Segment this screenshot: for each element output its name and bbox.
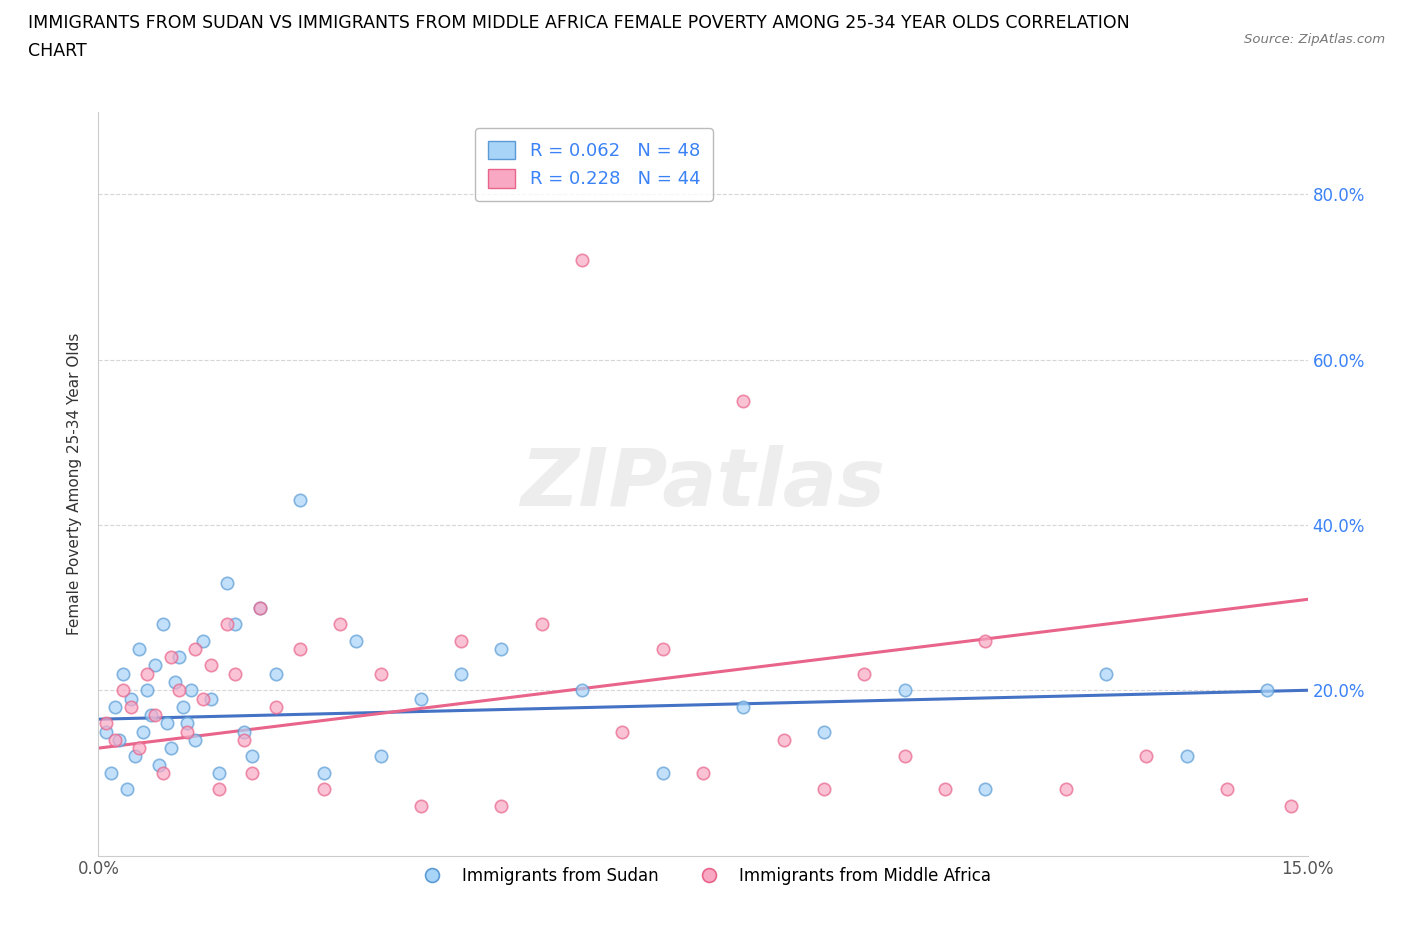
Point	[1281, 799, 1303, 814]
Point	[240, 749, 263, 764]
Point	[120, 699, 142, 714]
Point	[612, 724, 634, 739]
Point	[893, 683, 915, 698]
Point	[853, 666, 876, 681]
Point	[571, 253, 593, 268]
Point	[184, 642, 207, 657]
Point	[107, 733, 129, 748]
Point	[772, 733, 794, 748]
Point	[143, 658, 166, 673]
Point	[813, 724, 835, 739]
Y-axis label: Female Poverty Among 25-34 Year Olds: Female Poverty Among 25-34 Year Olds	[67, 332, 83, 635]
Point	[111, 666, 134, 681]
Point	[1216, 782, 1239, 797]
Point	[1054, 782, 1077, 797]
Point	[249, 600, 271, 615]
Point	[491, 799, 513, 814]
Point	[208, 765, 231, 780]
Point	[124, 749, 146, 764]
Point	[160, 740, 183, 755]
Point	[651, 765, 673, 780]
Point	[1175, 749, 1198, 764]
Point	[193, 633, 215, 648]
Point	[344, 633, 367, 648]
Point	[370, 666, 392, 681]
Point	[232, 733, 254, 748]
Point	[135, 683, 157, 698]
Point	[224, 617, 246, 631]
Point	[160, 650, 183, 665]
Point	[232, 724, 254, 739]
Point	[264, 666, 287, 681]
Point	[733, 393, 755, 408]
Point	[450, 633, 472, 648]
Point	[934, 782, 956, 797]
Point	[224, 666, 246, 681]
Point	[103, 733, 125, 748]
Point	[217, 576, 239, 591]
Point	[329, 617, 352, 631]
Text: Source: ZipAtlas.com: Source: ZipAtlas.com	[1244, 33, 1385, 46]
Point	[288, 642, 311, 657]
Point	[974, 782, 997, 797]
Legend: Immigrants from Sudan, Immigrants from Middle Africa: Immigrants from Sudan, Immigrants from M…	[409, 860, 997, 892]
Point	[409, 691, 432, 706]
Point	[733, 699, 755, 714]
Point	[163, 674, 186, 689]
Point	[249, 600, 271, 615]
Point	[180, 683, 202, 698]
Point	[651, 642, 673, 657]
Point	[103, 699, 125, 714]
Text: CHART: CHART	[28, 42, 87, 60]
Point	[172, 699, 194, 714]
Point	[167, 683, 190, 698]
Point	[409, 799, 432, 814]
Point	[111, 683, 134, 698]
Point	[128, 740, 150, 755]
Point	[893, 749, 915, 764]
Text: IMMIGRANTS FROM SUDAN VS IMMIGRANTS FROM MIDDLE AFRICA FEMALE POVERTY AMONG 25-3: IMMIGRANTS FROM SUDAN VS IMMIGRANTS FROM…	[28, 14, 1130, 32]
Point	[1095, 666, 1118, 681]
Point	[184, 733, 207, 748]
Point	[152, 765, 174, 780]
Point	[132, 724, 155, 739]
Point	[1256, 683, 1278, 698]
Point	[128, 642, 150, 657]
Point	[288, 493, 311, 508]
Point	[450, 666, 472, 681]
Point	[156, 716, 179, 731]
Point	[115, 782, 138, 797]
Point	[167, 650, 190, 665]
Point	[100, 765, 122, 780]
Point	[208, 782, 231, 797]
Point	[152, 617, 174, 631]
Point	[143, 708, 166, 723]
Point	[813, 782, 835, 797]
Point	[571, 683, 593, 698]
Point	[200, 691, 222, 706]
Point	[193, 691, 215, 706]
Point	[240, 765, 263, 780]
Point	[264, 699, 287, 714]
Point	[148, 757, 170, 772]
Point	[692, 765, 714, 780]
Point	[530, 617, 553, 631]
Point	[176, 724, 198, 739]
Point	[314, 782, 336, 797]
Point	[176, 716, 198, 731]
Point	[1135, 749, 1157, 764]
Point	[120, 691, 142, 706]
Point	[96, 724, 118, 739]
Point	[200, 658, 222, 673]
Text: ZIPatlas: ZIPatlas	[520, 445, 886, 523]
Point	[370, 749, 392, 764]
Point	[139, 708, 162, 723]
Point	[314, 765, 336, 780]
Point	[217, 617, 239, 631]
Point	[96, 716, 118, 731]
Point	[135, 666, 157, 681]
Point	[491, 642, 513, 657]
Point	[974, 633, 997, 648]
